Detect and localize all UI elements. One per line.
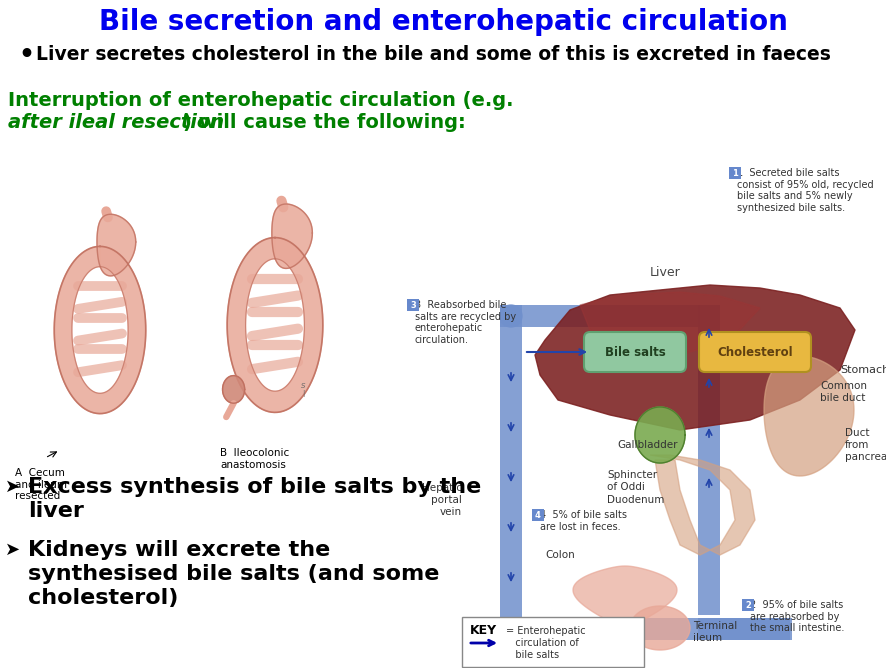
Text: cholesterol): cholesterol) [28, 588, 178, 608]
FancyBboxPatch shape [584, 332, 686, 372]
Text: •: • [18, 43, 34, 67]
Text: 4: 4 [535, 510, 541, 520]
Text: liver: liver [28, 501, 84, 521]
Text: Common
bile duct: Common bile duct [820, 381, 867, 403]
FancyBboxPatch shape [698, 618, 792, 640]
Text: 3: 3 [410, 301, 416, 309]
Polygon shape [630, 606, 690, 650]
Polygon shape [222, 375, 245, 403]
FancyBboxPatch shape [500, 305, 700, 327]
Text: Duodenum: Duodenum [607, 495, 664, 505]
Polygon shape [764, 356, 854, 476]
Text: A  Cecum
and ileum
resected: A Cecum and ileum resected [15, 468, 67, 501]
Text: B  Ileocolonic
anastomosis: B Ileocolonic anastomosis [220, 448, 289, 470]
Polygon shape [535, 285, 855, 430]
Text: Stomach: Stomach [840, 365, 886, 375]
Polygon shape [635, 407, 685, 463]
Text: 1  Secreted bile salts
consist of 95% old, recycled
bile salts and 5% newly
synt: 1 Secreted bile salts consist of 95% old… [737, 168, 874, 213]
Polygon shape [650, 455, 755, 555]
Polygon shape [272, 204, 313, 269]
Text: 1: 1 [732, 168, 738, 178]
Text: Liver: Liver [649, 265, 680, 279]
Polygon shape [97, 214, 136, 276]
Text: 4  5% of bile salts
are lost in feces.: 4 5% of bile salts are lost in feces. [540, 510, 627, 532]
Text: Liver secretes cholesterol in the bile and some of this is excreted in faeces: Liver secretes cholesterol in the bile a… [36, 45, 831, 65]
FancyBboxPatch shape [407, 299, 419, 311]
FancyBboxPatch shape [462, 617, 644, 667]
Polygon shape [54, 246, 146, 413]
Ellipse shape [500, 305, 522, 327]
Polygon shape [580, 292, 760, 355]
Text: Colon: Colon [545, 550, 575, 560]
Text: Sphincter
of Oddi: Sphincter of Oddi [607, 470, 657, 492]
Text: Excess synthesis of bile salts by the: Excess synthesis of bile salts by the [28, 477, 481, 497]
Text: synthesised bile salts (and some: synthesised bile salts (and some [28, 564, 439, 584]
Text: ) will cause the following:: ) will cause the following: [183, 112, 466, 132]
Text: 3  Reabsorbed bile
salts are recycled by
enterohepatic
circulation.: 3 Reabsorbed bile salts are recycled by … [415, 300, 517, 345]
Text: ➤: ➤ [5, 541, 20, 559]
Text: Interruption of enterohepatic circulation (e.g.: Interruption of enterohepatic circulatio… [8, 90, 514, 110]
FancyBboxPatch shape [500, 305, 522, 635]
FancyBboxPatch shape [532, 509, 544, 521]
FancyBboxPatch shape [698, 305, 720, 615]
Text: Kidneys will excrete the: Kidneys will excrete the [28, 540, 330, 560]
Text: Gallbladder: Gallbladder [617, 440, 678, 450]
Polygon shape [573, 566, 677, 626]
Text: S
|: S | [300, 383, 306, 397]
Text: Hepatic
portal
vein: Hepatic portal vein [422, 484, 462, 516]
Polygon shape [227, 238, 323, 412]
FancyBboxPatch shape [699, 332, 811, 372]
Text: Bile secretion and enterohepatic circulation: Bile secretion and enterohepatic circula… [98, 8, 788, 36]
Text: Cholesterol: Cholesterol [717, 345, 793, 359]
FancyBboxPatch shape [729, 167, 741, 179]
Text: after ileal resection: after ileal resection [8, 112, 224, 132]
Text: 2: 2 [745, 601, 751, 609]
Text: 2  95% of bile salts
are reabsorbed by
the small intestine.: 2 95% of bile salts are reabsorbed by th… [750, 600, 844, 633]
Text: Terminal
ileum: Terminal ileum [693, 621, 737, 643]
Text: Bile salts: Bile salts [604, 345, 665, 359]
Text: Duct
from
pancreas: Duct from pancreas [845, 428, 886, 462]
Text: = Enterohepatic
   circulation of
   bile salts: = Enterohepatic circulation of bile salt… [506, 627, 586, 659]
FancyBboxPatch shape [500, 618, 790, 640]
Text: KEY: KEY [470, 624, 497, 637]
FancyBboxPatch shape [742, 599, 754, 611]
Text: ➤: ➤ [5, 478, 20, 496]
